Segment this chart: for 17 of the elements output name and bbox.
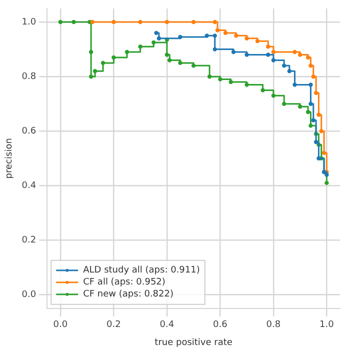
x-tick-label: 0.6 [213,320,228,330]
y-tick-label: 0.0 [22,290,36,300]
legend-label: CF all (aps: 0.952) [83,278,166,288]
legend-label: ALD study all (aps: 0.911) [83,266,200,276]
y-tick-label: 0.8 [22,72,36,82]
y-tick-label: 0.6 [22,126,36,136]
x-tick-label: 0.8 [266,320,281,330]
y-tick-label: 1.0 [22,17,36,28]
x-tick-label: 0.2 [106,320,121,330]
x-tick-label: 0.4 [160,320,174,330]
y-tick-label: 0.4 [22,181,36,192]
y-axis-title: precision [4,138,15,179]
legend-label: CF new (aps: 0.822) [83,290,174,300]
x-tick-label: 0.0 [53,320,68,330]
y-tick-label: 0.2 [22,236,36,246]
x-axis-title: true positive rate [154,338,233,348]
x-tick-label: 1.0 [320,320,334,330]
